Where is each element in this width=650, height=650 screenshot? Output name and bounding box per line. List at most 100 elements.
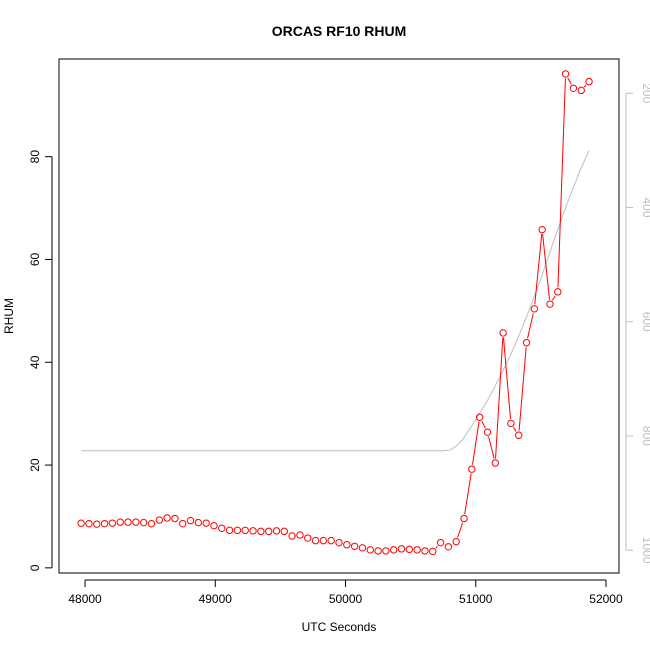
data-point — [249, 527, 257, 535]
data-point — [429, 547, 437, 556]
data-point — [335, 538, 343, 547]
data-point — [452, 537, 460, 546]
data-point — [280, 527, 289, 536]
data-point — [350, 542, 359, 550]
plot-frame — [58, 58, 620, 574]
data-point — [233, 526, 242, 535]
data-point — [585, 77, 593, 86]
x-tick-label: 48000 — [68, 592, 102, 606]
right-tick-label: 200 — [640, 83, 650, 103]
data-point — [186, 516, 195, 525]
series-segment — [527, 313, 534, 339]
data-point — [327, 536, 335, 545]
x-axis-label: UTC Seconds — [302, 620, 377, 634]
series-segment — [583, 84, 587, 88]
data-point — [288, 532, 296, 540]
data-point — [311, 536, 320, 545]
y-axis-label: RHUM — [2, 298, 16, 334]
data-point — [304, 534, 312, 542]
data-point — [163, 514, 171, 522]
data-point — [499, 329, 507, 337]
data-point — [77, 519, 85, 527]
data-point — [218, 524, 226, 532]
data-point — [257, 527, 265, 536]
right-tick-label: 400 — [640, 197, 650, 217]
x-tick-label: 49000 — [199, 592, 233, 606]
data-point — [358, 544, 367, 552]
data-point — [483, 428, 492, 436]
data-point — [132, 518, 140, 526]
data-point — [93, 520, 101, 528]
data-point — [530, 305, 539, 313]
data-point — [179, 519, 187, 528]
right-tick-label: 800 — [640, 426, 650, 446]
y-tick-label: 60 — [28, 252, 42, 266]
right-y-axis: 200 400 600 800 1000 — [625, 83, 650, 564]
data-point — [210, 522, 218, 530]
data-point — [491, 459, 499, 467]
data-point — [569, 84, 578, 92]
series-segment — [457, 522, 464, 538]
series-segment — [481, 421, 486, 429]
data-point — [108, 519, 117, 527]
y-axis: 0 20 40 60 80 — [28, 150, 53, 571]
data-point — [241, 526, 249, 535]
x-tick-label: 51000 — [459, 592, 493, 606]
data-point — [296, 531, 304, 539]
series-segment — [551, 295, 556, 301]
right-tick-label: 1000 — [640, 537, 650, 564]
data-point — [546, 300, 554, 308]
data-point — [139, 518, 148, 527]
data-point — [319, 536, 328, 545]
series-segment — [518, 347, 527, 431]
right-tick-label: 600 — [640, 312, 650, 332]
series-segment — [435, 545, 438, 549]
data-point — [389, 546, 398, 554]
x-tick-label: 52000 — [589, 592, 623, 606]
data-point — [225, 526, 234, 535]
series-segment — [495, 337, 504, 459]
data-point — [397, 545, 406, 553]
x-axis: 48000 49000 50000 51000 52000 — [68, 579, 623, 606]
series-segment — [488, 436, 495, 459]
data-point — [577, 86, 585, 95]
data-point — [421, 547, 429, 555]
data-point — [116, 518, 124, 526]
series-segment — [464, 473, 472, 515]
series-segment — [472, 421, 480, 465]
data-point — [124, 518, 132, 526]
data-point — [468, 465, 476, 473]
data-point — [522, 339, 531, 347]
data-point — [343, 541, 351, 549]
data-point — [264, 527, 273, 536]
secondary-series — [81, 150, 590, 452]
primary-series — [77, 70, 593, 556]
series-segment — [512, 426, 517, 432]
series-segment — [502, 337, 512, 419]
y-tick-label: 20 — [28, 458, 42, 472]
data-point — [436, 538, 445, 547]
secondary-series-line — [81, 150, 590, 452]
series-segment — [534, 234, 543, 305]
data-point — [538, 225, 546, 234]
data-point — [100, 519, 109, 528]
data-point — [444, 543, 453, 551]
y-tick-label: 0 — [28, 564, 42, 571]
data-point — [554, 288, 562, 296]
data-point — [85, 519, 93, 528]
chart-title: ORCAS RF10 RHUM — [272, 23, 407, 39]
data-point — [202, 519, 210, 527]
data-point — [366, 546, 374, 554]
data-point — [475, 413, 484, 421]
series-segment — [542, 234, 551, 300]
x-tick-label: 50000 — [329, 592, 363, 606]
data-point — [460, 514, 468, 523]
data-point — [405, 545, 414, 554]
data-point — [194, 518, 203, 527]
y-tick-label: 40 — [28, 355, 42, 369]
data-point — [515, 431, 523, 439]
series-segment — [567, 77, 572, 85]
data-point — [382, 547, 390, 555]
data-point — [155, 516, 163, 524]
